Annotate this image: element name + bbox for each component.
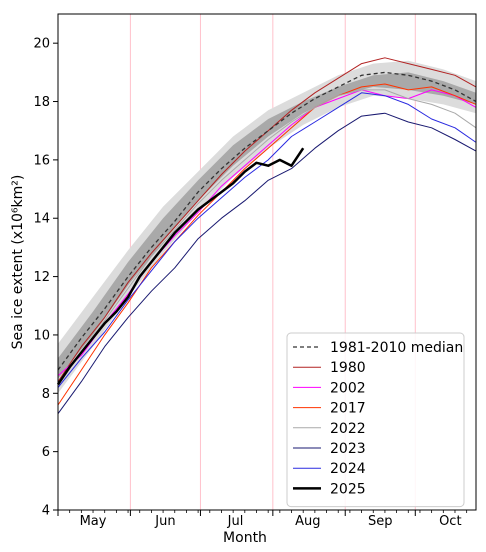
x-tick-label-aug: Aug [295, 514, 320, 529]
x-tick-label-jun: Jun [154, 514, 175, 529]
series-line-2017 [57, 83, 477, 406]
y-tick-label-18: 18 [33, 95, 50, 110]
legend-box [286, 332, 465, 508]
legend-label-1981-2010-median: 1981-2010 median [330, 340, 463, 356]
legend-label-2002: 2002 [330, 380, 366, 396]
y-tick-label-8: 8 [42, 387, 50, 402]
y-tick-label-4: 4 [42, 504, 50, 519]
y-tick-label-6: 6 [42, 445, 50, 460]
x-tick-label-jul: Jul [227, 514, 244, 529]
legend-label-2024: 2024 [330, 461, 366, 477]
series-line-2023 [57, 112, 477, 414]
x-tick-label-sep: Sep [368, 514, 393, 529]
y-tick-label-16: 16 [33, 153, 50, 168]
y-tick-label-10: 10 [33, 328, 50, 343]
y-tick-label-12: 12 [33, 270, 50, 285]
x-axis-title: Month [223, 530, 267, 546]
series-line-2022 [57, 89, 477, 385]
legend-label-1980: 1980 [330, 360, 366, 376]
legend-label-2017: 2017 [330, 401, 366, 417]
interquartile-range-band [58, 72, 476, 379]
x-tick-label-may: May [80, 514, 107, 529]
legend-label-2022: 2022 [330, 421, 366, 437]
series-line-2024 [57, 92, 477, 388]
plot-frame [57, 13, 477, 511]
legend-label-2023: 2023 [330, 441, 366, 457]
y-tick-label-20: 20 [33, 37, 50, 52]
x-tick-label-oct: Oct [439, 514, 461, 529]
series-line-2025 [56, 147, 305, 386]
y-tick-label-14: 14 [33, 212, 50, 227]
legend-label-2025: 2025 [330, 481, 366, 497]
y-axis-title: Sea ice extent (x10⁶km²) [10, 175, 26, 350]
series-line-1980 [57, 57, 477, 382]
